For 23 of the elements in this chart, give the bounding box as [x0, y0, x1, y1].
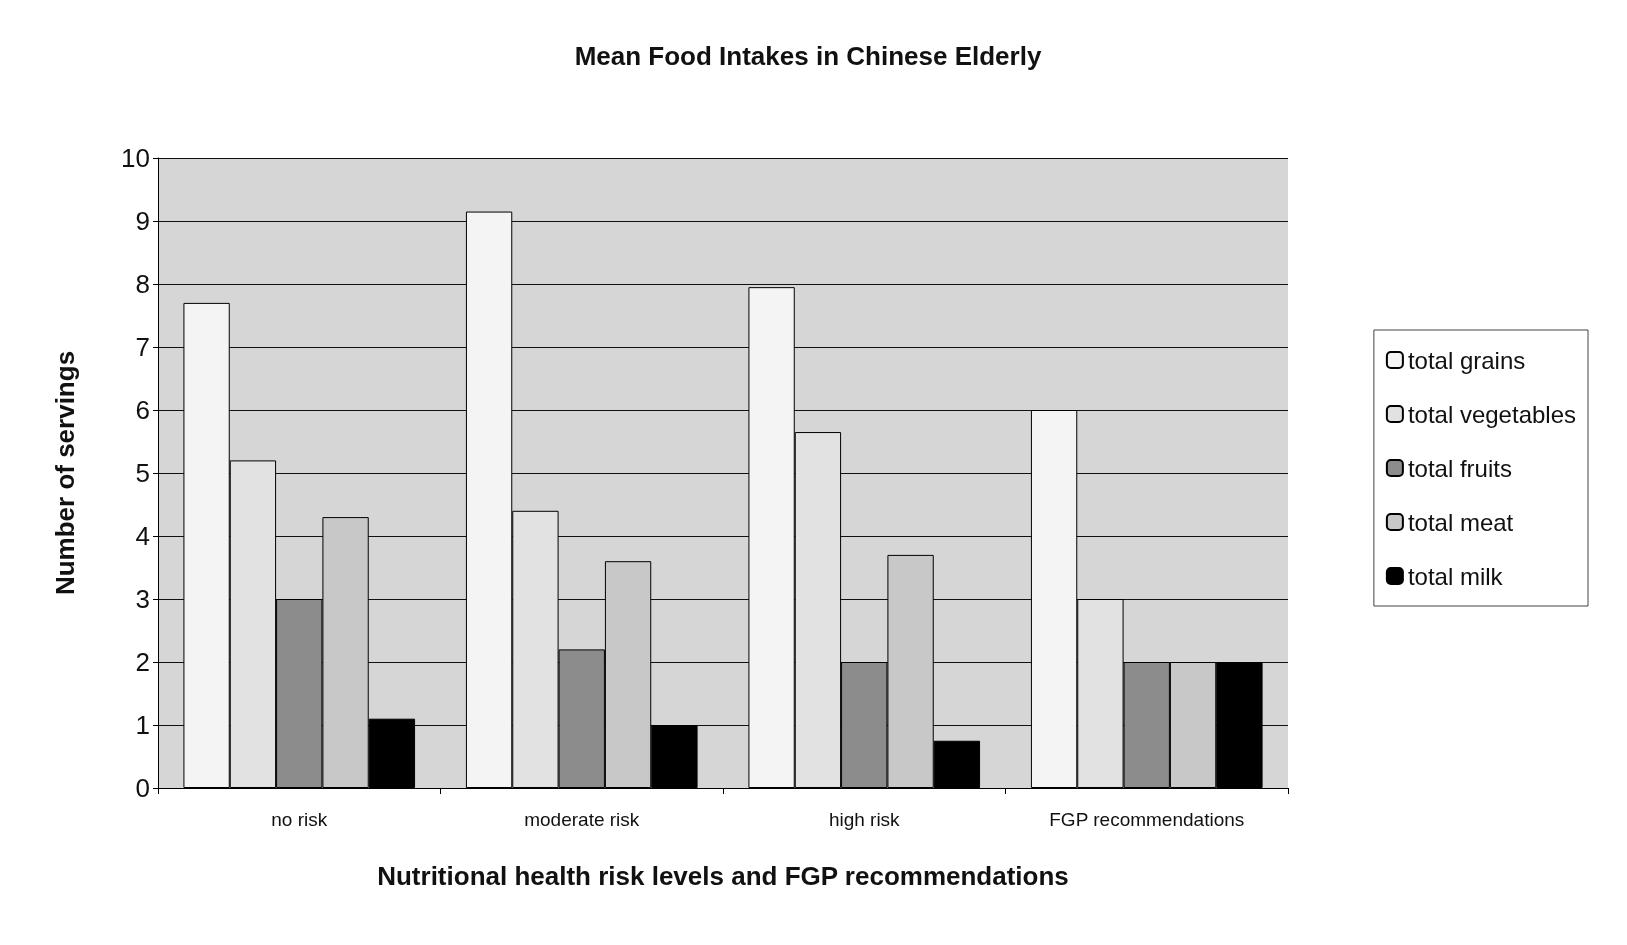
x-tick-label: no risk [271, 809, 328, 830]
y-tick-label: 4 [135, 521, 150, 551]
legend-label: total milk [1407, 562, 1504, 590]
y-tick-label: 6 [135, 395, 150, 425]
y-tick-label: 8 [135, 269, 150, 299]
y-tick-label: 5 [135, 458, 150, 488]
y-tick-label: 3 [135, 584, 150, 614]
y-tick-label: 9 [135, 206, 150, 236]
x-axis-title: Nutritional health risk levels and FGP recommendations [377, 861, 1069, 891]
legend-label: total grains [1407, 346, 1526, 374]
legend-label: total fruits [1407, 454, 1512, 482]
y-tick-label: 7 [135, 332, 150, 362]
y-tick-label: 2 [135, 647, 150, 677]
chart-title: Mean Food Intakes in Chinese Elderly [574, 41, 1042, 71]
legend-label: total meat [1407, 508, 1514, 536]
x-tick-label: moderate risk [524, 809, 640, 830]
x-tick-label: FGP recommendations [1049, 809, 1245, 830]
x-tick-label: high risk [828, 809, 901, 830]
y-tick-label: 10 [121, 143, 150, 173]
y-tick-label: 0 [135, 773, 150, 803]
y-tick-label: 1 [135, 710, 150, 740]
legend-label: total vegetables [1407, 400, 1577, 428]
y-axis-title: Number of servings [50, 350, 80, 596]
